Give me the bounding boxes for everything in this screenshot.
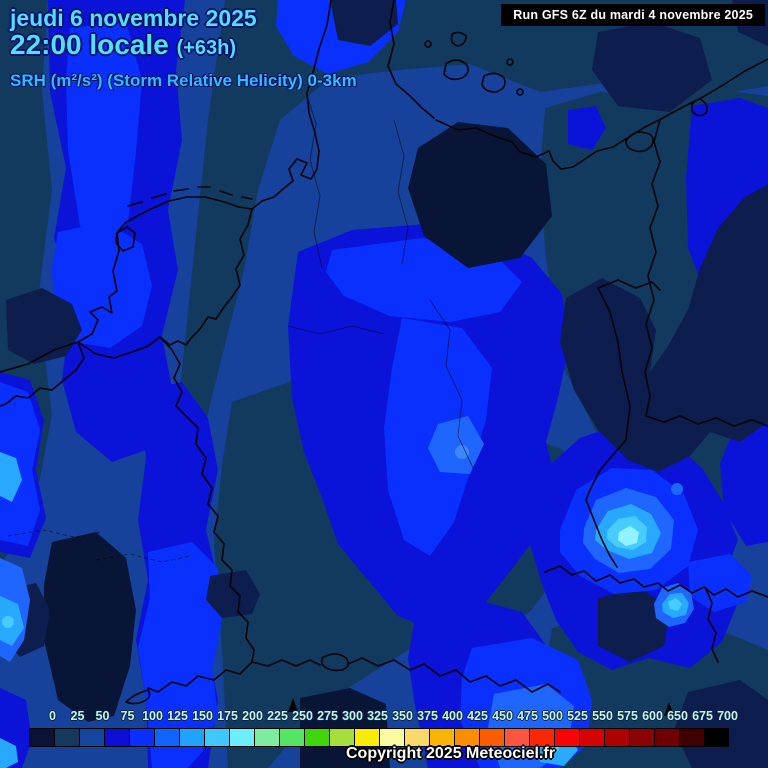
legend-swatch	[704, 728, 729, 747]
forecast-date: jeudi 6 novembre 2025	[10, 5, 257, 31]
legend-swatch	[379, 728, 404, 747]
legend-cell: 250	[279, 709, 313, 747]
legend-tick-label: 75	[120, 709, 135, 723]
legend-swatch	[154, 728, 179, 747]
legend-cell: 600	[629, 709, 663, 747]
legend-swatch	[679, 728, 704, 747]
legend-tick-label: 450	[492, 709, 513, 723]
parameter-label: SRH (m²/s²) (Storm Relative Helicity) 0-…	[10, 70, 357, 90]
legend-swatch	[279, 728, 304, 747]
legend-cell: 150	[179, 709, 213, 747]
legend-cell: 200	[229, 709, 263, 747]
legend-swatch	[454, 728, 479, 747]
legend-cell: 575	[604, 709, 638, 747]
legend-tick-label: 400	[442, 709, 463, 723]
legend-swatch	[29, 728, 54, 747]
legend-swatch	[104, 728, 129, 747]
legend-swatch	[529, 728, 554, 747]
legend-cell: 325	[354, 709, 388, 747]
legend-tick-label: 525	[567, 709, 588, 723]
legend-cell: 475	[504, 709, 538, 747]
legend-tick-label: 125	[167, 709, 188, 723]
legend-tick-label: 100	[142, 709, 163, 723]
legend-swatch	[329, 728, 354, 747]
legend-swatch	[579, 728, 604, 747]
forecast-time-label: 22:00 locale	[10, 29, 169, 61]
legend-tick-label: 375	[417, 709, 438, 723]
legend-swatch	[54, 728, 79, 747]
legend-tick-label: 25	[70, 709, 85, 723]
legend-swatch	[629, 728, 654, 747]
legend-cell: 0	[29, 709, 56, 747]
legend-tick-label: 475	[517, 709, 538, 723]
legend-cell: 550	[579, 709, 613, 747]
legend-cell: 75	[104, 709, 134, 747]
legend-swatch	[654, 728, 679, 747]
legend-tick-label: 425	[467, 709, 488, 723]
legend-swatch	[204, 728, 229, 747]
map-markers	[288, 698, 674, 716]
legend-swatch	[479, 728, 504, 747]
legend-tick-label: 200	[242, 709, 263, 723]
legend-swatch	[79, 728, 104, 747]
legend-tick-label: 300	[342, 709, 363, 723]
legend-cell: 300	[329, 709, 363, 747]
legend-cell: 425	[454, 709, 488, 747]
legend-tick-label: 700	[717, 709, 738, 723]
legend-swatch	[254, 728, 279, 747]
legend-cell: 50	[79, 709, 109, 747]
legend-cell: 650	[654, 709, 688, 747]
legend-cell: 400	[429, 709, 463, 747]
legend-tick-label: 150	[192, 709, 213, 723]
forecast-offset: (+63h)	[176, 37, 237, 60]
legend-tick-label: 50	[95, 709, 110, 723]
legend-cell: 700	[704, 709, 738, 747]
legend-tick-label: 675	[692, 709, 713, 723]
legend-swatch	[129, 728, 154, 747]
legend-swatch	[179, 728, 204, 747]
legend-cell: 675	[679, 709, 713, 747]
legend-swatch	[229, 728, 254, 747]
legend-tick-label: 350	[392, 709, 413, 723]
legend-cell: 450	[479, 709, 513, 747]
legend-swatch	[429, 728, 454, 747]
color-scale-legend: 0 25 50 75 100 125 150 175 200 225 250 275 300 325 350…	[29, 709, 738, 747]
copyright-text: Copyright 2025 Meteociel.fr	[346, 745, 555, 762]
forecast-time: 22:00 locale (+63h)	[10, 30, 357, 59]
legend-cell: 525	[554, 709, 588, 747]
legend-cell: 225	[254, 709, 288, 747]
legend-swatch	[504, 728, 529, 747]
legend-swatch	[304, 728, 329, 747]
legend-tick-label: 275	[317, 709, 338, 723]
legend-tick-label: 175	[217, 709, 238, 723]
legend-tick-label: 0	[49, 709, 56, 723]
legend-tick-label: 550	[592, 709, 613, 723]
legend-tick-label: 575	[617, 709, 638, 723]
run-info-bar: Run GFS 6Z du mardi 4 novembre 2025	[501, 4, 765, 26]
legend-cell: 275	[304, 709, 338, 747]
legend-cell: 100	[129, 709, 163, 747]
legend-tick-label: 650	[667, 709, 688, 723]
legend-cell: 175	[204, 709, 238, 747]
legend-swatch	[554, 728, 579, 747]
coastline-borders	[0, 0, 768, 705]
legend-swatch	[404, 728, 429, 747]
map-header: jeudi 6 novembre 2025 22:00 locale (+63h…	[10, 6, 357, 91]
legend-cell: 25	[54, 709, 84, 747]
legend-swatch	[604, 728, 629, 747]
legend-cell: 125	[154, 709, 188, 747]
legend-cell: 375	[404, 709, 438, 747]
legend-swatch	[354, 728, 379, 747]
internal-borders	[7, 91, 475, 563]
map-maxima	[0, 416, 698, 768]
legend-tick-label: 250	[292, 709, 313, 723]
legend-cell: 500	[529, 709, 563, 747]
legend-tick-label: 600	[642, 709, 663, 723]
legend-tick-label: 500	[542, 709, 563, 723]
legend-cell: 350	[379, 709, 413, 747]
legend-tick-label: 325	[367, 709, 388, 723]
legend-tick-label: 225	[267, 709, 288, 723]
